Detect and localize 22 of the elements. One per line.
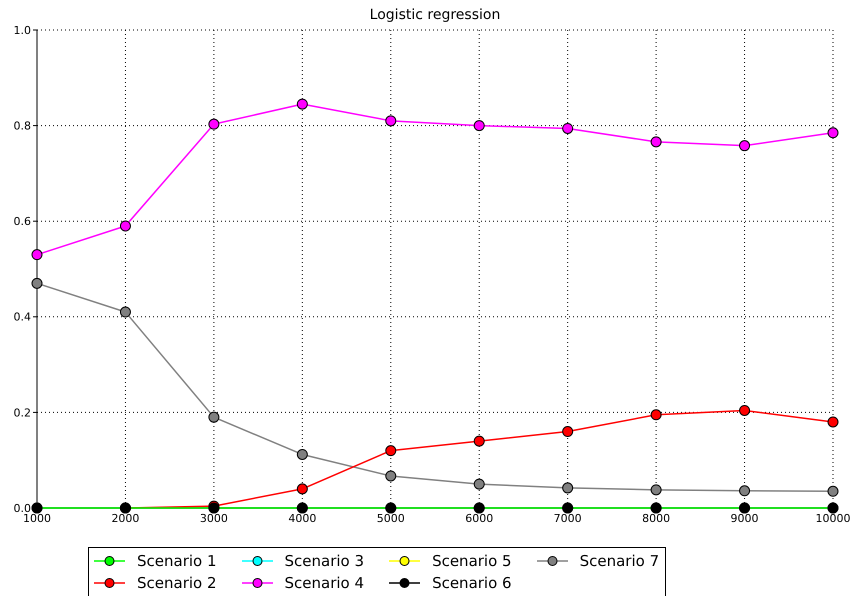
x-tick-label: 6000 bbox=[465, 512, 494, 525]
y-tick-label: 0.8 bbox=[14, 120, 31, 133]
legend-label: Scenario 2 bbox=[137, 574, 217, 592]
y-tick-label: 0.4 bbox=[14, 310, 31, 324]
chart-title: Logistic regression bbox=[368, 7, 502, 24]
y-tick-label: 0.2 bbox=[14, 406, 31, 420]
legend-label: Scenario 7 bbox=[580, 552, 660, 570]
y-tick-label: 1.0 bbox=[14, 24, 31, 37]
legend-label: Scenario 6 bbox=[432, 574, 512, 592]
x-tick-label: 3000 bbox=[200, 512, 228, 525]
legend-label: Scenario 1 bbox=[137, 552, 217, 570]
legend-label: Scenario 5 bbox=[432, 552, 512, 570]
x-tick-label: 9000 bbox=[730, 512, 759, 525]
x-tick-label: 4000 bbox=[288, 512, 316, 525]
legend-label: Scenario 3 bbox=[284, 552, 364, 570]
legend-label: Scenario 4 bbox=[284, 574, 364, 592]
x-tick-label: 5000 bbox=[376, 512, 405, 525]
x-tick-label: 7000 bbox=[554, 512, 582, 525]
x-tick-label: 8000 bbox=[642, 512, 670, 525]
x-tick-label: 2000 bbox=[111, 512, 140, 525]
x-tick-label: 10000 bbox=[816, 512, 850, 525]
y-tick-label: 0.6 bbox=[14, 215, 31, 228]
